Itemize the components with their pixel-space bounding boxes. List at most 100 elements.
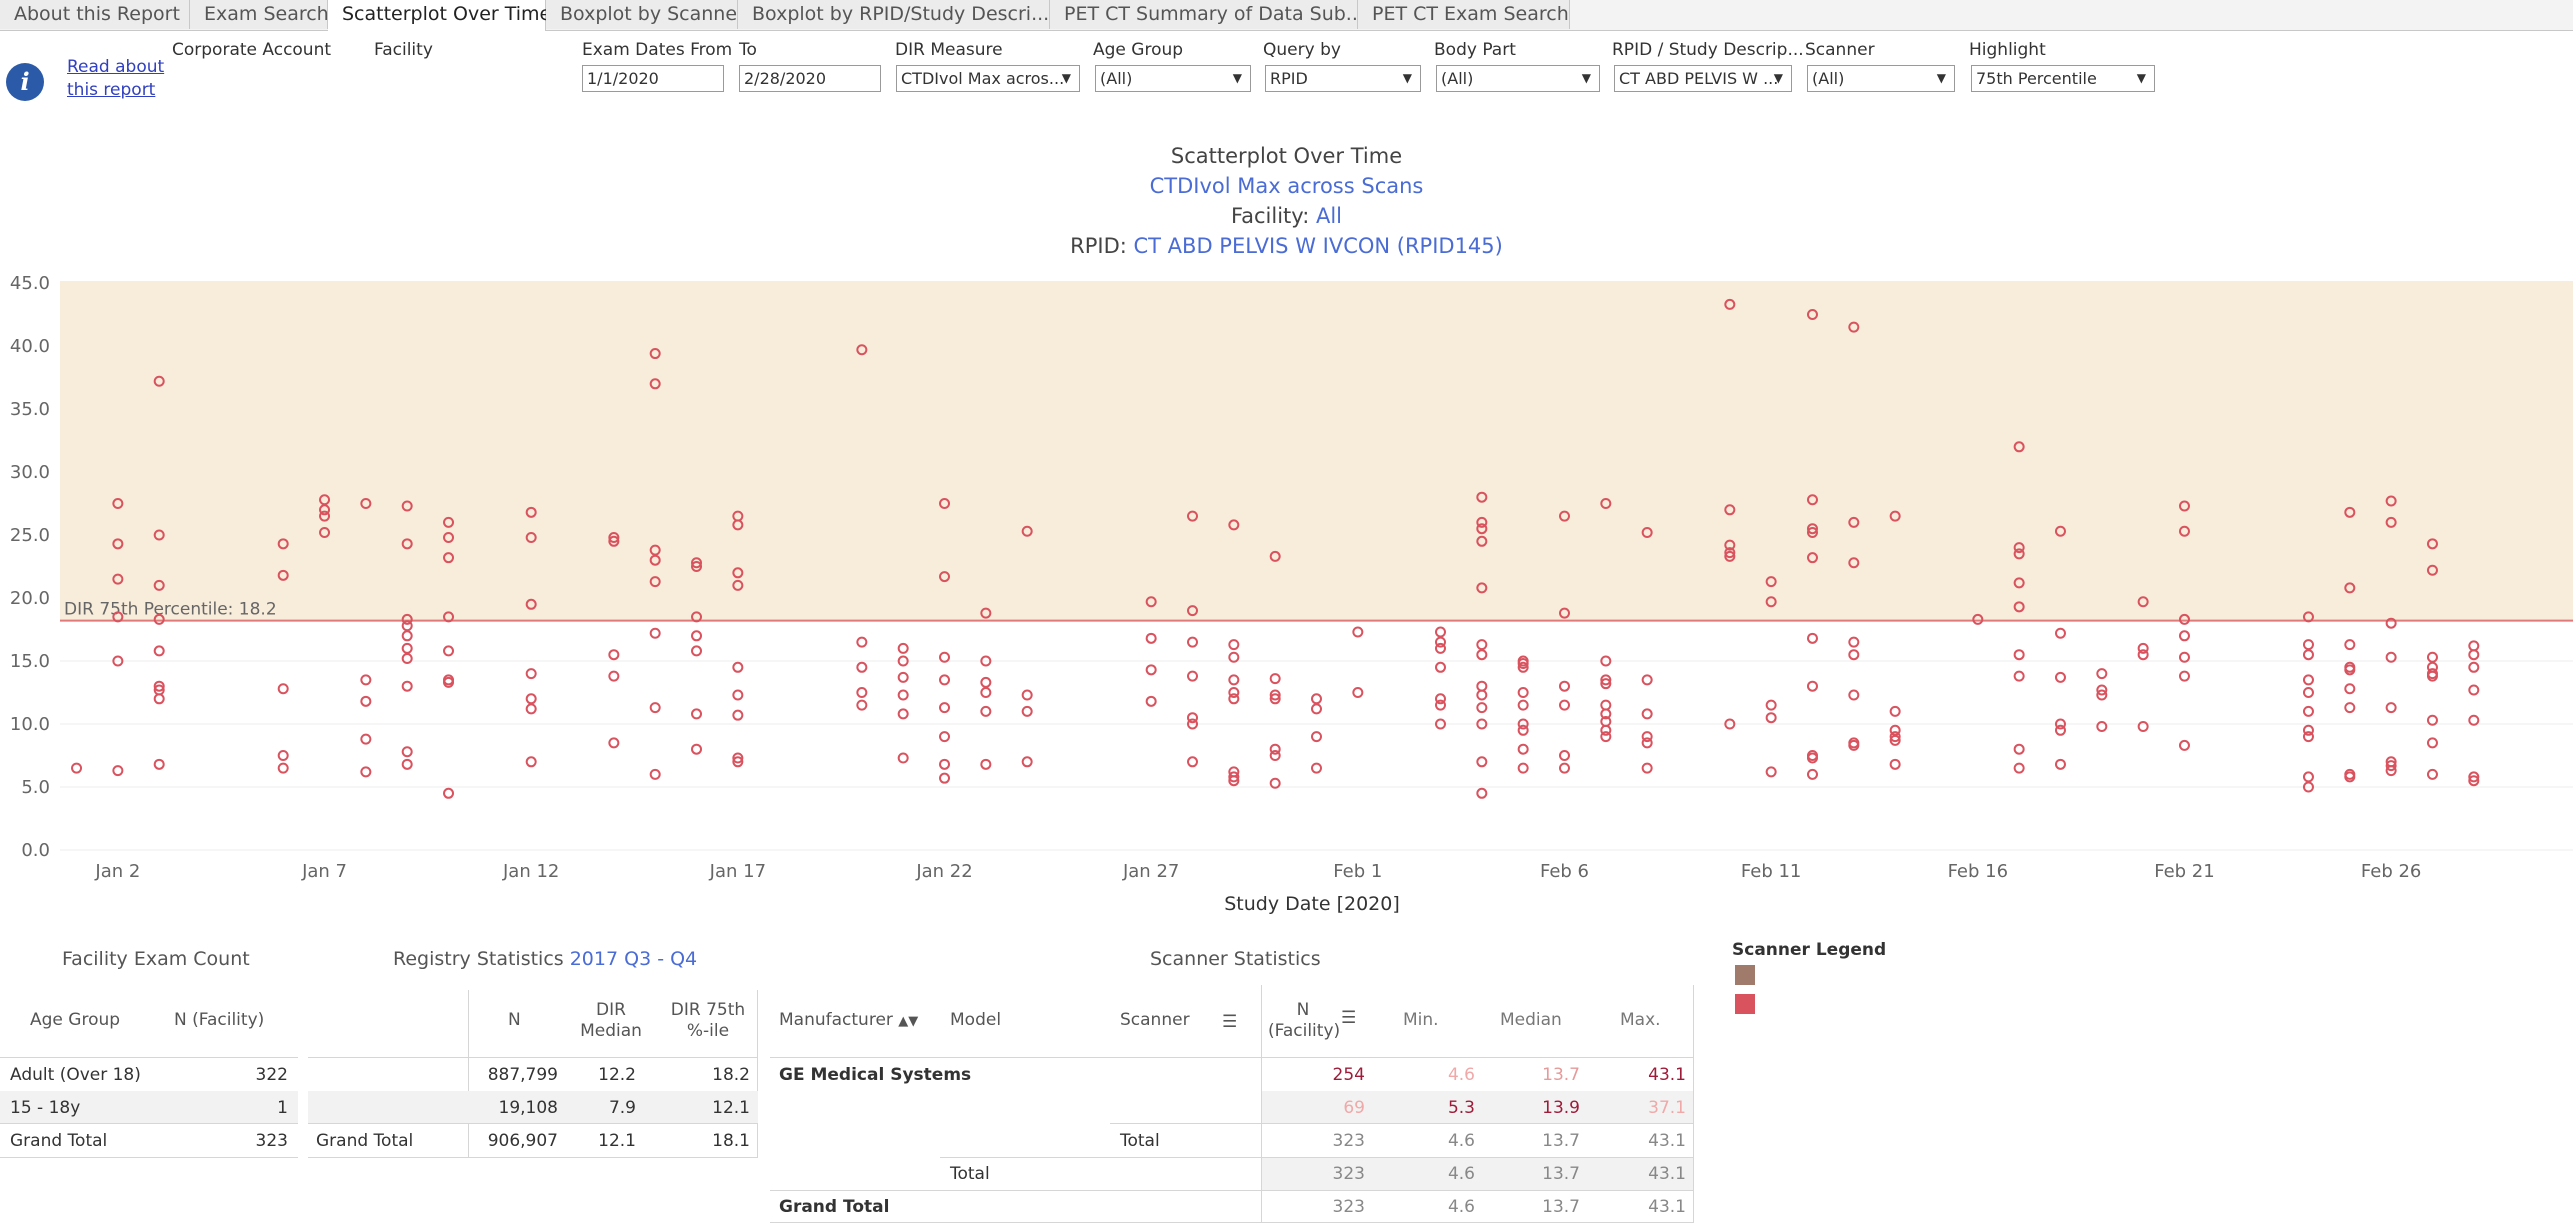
model-header: Model bbox=[950, 1010, 1002, 1030]
scanner-n-value: 323 bbox=[1332, 1164, 1365, 1184]
age-group-dropdown[interactable]: (All) ▼ bbox=[1095, 65, 1251, 92]
data-point bbox=[2302, 724, 2314, 736]
data-point bbox=[939, 571, 951, 583]
sort-icon[interactable]: ☰ bbox=[1222, 1012, 1238, 1032]
data-point bbox=[1806, 750, 1818, 761]
data-point bbox=[1434, 642, 1446, 654]
data-point bbox=[153, 613, 165, 625]
data-point bbox=[649, 702, 661, 714]
exam-dates-to-input[interactable]: 2/28/2020 bbox=[739, 65, 881, 92]
y-tick-label: 5.0 bbox=[21, 777, 50, 798]
data-point bbox=[939, 772, 951, 784]
exam-dates-to-value: 2/28/2020 bbox=[744, 69, 827, 88]
data-point bbox=[1021, 689, 1033, 701]
data-point bbox=[2302, 611, 2314, 623]
info-icon[interactable]: i bbox=[6, 63, 44, 101]
data-point bbox=[980, 758, 992, 770]
x-axis-label: Study Date [2020] bbox=[1224, 893, 1400, 915]
data-point bbox=[691, 630, 703, 642]
data-point bbox=[1724, 550, 1736, 562]
manufacturer-header[interactable]: Manufacturer ▲▼ bbox=[779, 1010, 918, 1032]
data-point bbox=[1765, 596, 1777, 608]
data-point bbox=[980, 607, 992, 619]
data-point bbox=[2013, 743, 2025, 755]
data-point bbox=[2096, 668, 2108, 680]
data-point bbox=[1517, 718, 1529, 730]
body-part-dropdown[interactable]: (All) ▼ bbox=[1436, 65, 1600, 92]
exam-dates-from-value: 1/1/2020 bbox=[587, 69, 659, 88]
data-point bbox=[1600, 731, 1612, 743]
query-by-dropdown[interactable]: RPID ▼ bbox=[1265, 65, 1421, 92]
registry-n-header: N bbox=[508, 1010, 521, 1030]
data-point bbox=[856, 699, 868, 711]
scanner-legend-swatch[interactable] bbox=[1735, 994, 1755, 1014]
tab-scatterplot-over-time[interactable]: Scatterplot Over Time bbox=[328, 0, 551, 31]
data-point bbox=[1517, 661, 1529, 673]
tab-pet-ct-exam-search[interactable]: PET CT Exam Search bbox=[1358, 0, 1570, 29]
x-tick-label: Jan 7 bbox=[301, 861, 347, 882]
model-total-label: Total bbox=[950, 1164, 990, 1184]
registry-75th-value: 18.2 bbox=[712, 1065, 750, 1085]
data-point bbox=[2013, 441, 2025, 453]
tab-exam-search[interactable]: Exam Search bbox=[190, 0, 329, 29]
tab-boxplot-by-scanner[interactable]: Boxplot by Scanner bbox=[546, 0, 745, 29]
y-tick-label: 25.0 bbox=[10, 525, 50, 546]
data-point bbox=[112, 498, 124, 509]
data-point bbox=[2054, 671, 2066, 683]
data-point bbox=[2426, 564, 2438, 576]
data-point bbox=[939, 758, 951, 770]
data-point bbox=[732, 752, 744, 764]
row-shade bbox=[1262, 1158, 1693, 1190]
read-about-link-line1[interactable]: Read about bbox=[67, 57, 165, 77]
x-tick-label: Jan 17 bbox=[709, 861, 766, 882]
data-point bbox=[1228, 766, 1240, 778]
dir-measure-dropdown[interactable]: CTDIvol Max acros... ▼ bbox=[896, 65, 1080, 92]
scanner-min-value: 5.3 bbox=[1447, 1098, 1475, 1118]
data-point bbox=[277, 683, 289, 695]
data-point bbox=[2468, 640, 2480, 652]
max-header: Max. bbox=[1620, 1010, 1661, 1030]
data-point bbox=[1641, 674, 1653, 686]
data-point bbox=[2468, 771, 2480, 783]
data-point bbox=[2137, 649, 2149, 661]
scanner-max-value: 43.1 bbox=[1648, 1131, 1686, 1151]
data-point bbox=[1269, 550, 1281, 562]
data-point bbox=[2096, 721, 2108, 733]
highlight-dropdown[interactable]: 75th Percentile ▼ bbox=[1971, 65, 2155, 92]
read-about-report-link[interactable]: Read about this report bbox=[67, 56, 164, 102]
tab-boxplot-by-rpid[interactable]: Boxplot by RPID/Study Descri... bbox=[738, 0, 1050, 29]
tab-about-report[interactable]: About this Report bbox=[0, 0, 190, 29]
scanner-legend-swatch[interactable] bbox=[1735, 965, 1755, 985]
sort-icon[interactable]: ☰ bbox=[1341, 1008, 1357, 1028]
scanner-n-value: 323 bbox=[1332, 1131, 1365, 1151]
tab-pet-ct-summary[interactable]: PET CT Summary of Data Sub... bbox=[1050, 0, 1364, 29]
facility-row-label: 15 - 18y bbox=[10, 1098, 81, 1118]
data-point bbox=[1434, 718, 1446, 730]
sort-icon[interactable]: ▲▼ bbox=[898, 1014, 919, 1029]
data-point bbox=[401, 680, 413, 692]
registry-median-value: 7.9 bbox=[608, 1098, 636, 1118]
data-point bbox=[1558, 510, 1570, 522]
rpid-study-dropdown[interactable]: CT ABD PELVIS W ... ▼ bbox=[1614, 65, 1792, 92]
data-point bbox=[360, 695, 372, 707]
data-point bbox=[2096, 689, 2108, 701]
data-point bbox=[319, 504, 331, 516]
read-about-link-line2[interactable]: this report bbox=[67, 80, 156, 100]
data-point bbox=[608, 737, 620, 749]
data-point bbox=[939, 651, 951, 663]
data-point bbox=[691, 561, 703, 572]
data-point bbox=[2385, 516, 2397, 528]
y-tick-label: 15.0 bbox=[10, 651, 50, 672]
divider bbox=[308, 1123, 758, 1124]
y-tick-label: 35.0 bbox=[10, 399, 50, 420]
row-shade bbox=[0, 1091, 298, 1123]
data-point bbox=[1476, 702, 1488, 714]
data-point bbox=[1476, 582, 1488, 594]
scanner-min-value: 4.6 bbox=[1447, 1164, 1475, 1184]
data-point bbox=[2344, 661, 2356, 673]
exam-dates-from-input[interactable]: 1/1/2020 bbox=[582, 65, 724, 92]
data-point bbox=[1889, 510, 1901, 522]
scanner-dropdown[interactable]: (All) ▼ bbox=[1807, 65, 1955, 92]
data-point bbox=[1228, 674, 1240, 686]
data-point bbox=[401, 613, 413, 625]
